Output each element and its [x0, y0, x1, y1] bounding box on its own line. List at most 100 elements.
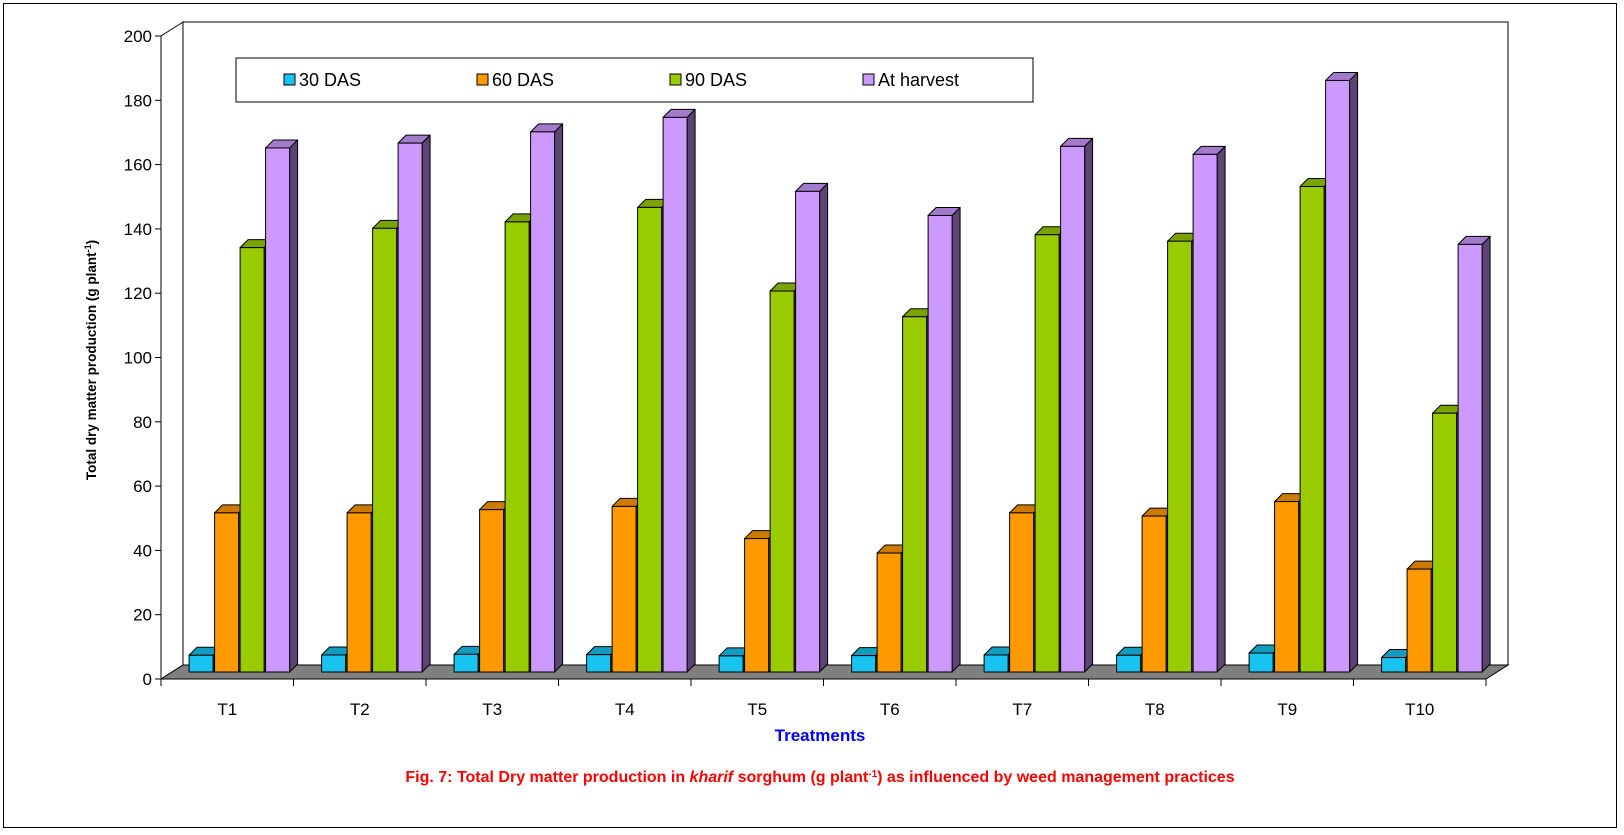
bar-front — [265, 147, 291, 673]
bar-front — [321, 654, 347, 673]
bar-front — [586, 654, 612, 673]
bar-side — [686, 108, 696, 673]
bar-front — [744, 538, 770, 673]
bar-front — [1299, 186, 1325, 673]
bar-front — [1141, 515, 1167, 673]
y-axis-title-end: ) — [84, 240, 99, 245]
legend-item: At harvest — [862, 70, 959, 90]
bar-front — [1192, 153, 1218, 673]
bar-front — [346, 512, 372, 673]
x-tick-label: T8 — [1145, 700, 1165, 719]
bar-front — [1325, 79, 1351, 673]
bar-T8-at-harvest — [1192, 145, 1226, 673]
y-axis-title: Total dry matter production (g plant-1) — [83, 240, 99, 480]
y-tick-label: 140 — [124, 220, 152, 239]
chart-frame: 0 20 40 60 80 100 120 140 160 180 200 T1 T2 T3 T4 T5 T6… — [3, 3, 1617, 828]
legend-label: At harvest — [878, 70, 959, 90]
bar-front — [1406, 568, 1432, 673]
x-tick-label: T1 — [217, 700, 237, 719]
x-tick-label: T7 — [1012, 700, 1032, 719]
bar-side — [289, 139, 299, 673]
y-tick-label: 160 — [124, 156, 152, 175]
bar-front — [637, 206, 663, 673]
x-tick-label: T5 — [747, 700, 767, 719]
bar-side — [421, 134, 431, 673]
chart: 0 20 40 60 80 100 120 140 160 180 200 T1 T2 T3 T4 T5 T6… — [83, 21, 1510, 787]
bar-front — [1009, 512, 1035, 673]
legend-item: 30 DAS — [283, 70, 361, 90]
bar-side — [1481, 235, 1491, 673]
bar-front — [397, 142, 423, 673]
y-tick-label: 200 — [124, 27, 152, 46]
bar-front — [851, 655, 877, 673]
legend-item: 90 DAS — [669, 70, 747, 90]
x-tick-label: T4 — [615, 700, 635, 719]
legend-swatch — [669, 73, 682, 86]
bar-front — [718, 655, 744, 673]
bar-side — [819, 182, 829, 673]
bar-T1-at-harvest — [265, 139, 299, 673]
bar-T1-30-das — [188, 646, 222, 673]
bar-T6-at-harvest — [927, 206, 961, 673]
bar-front — [1060, 145, 1086, 673]
x-axis: T1 T2 T3 T4 T5 T6 T7 T8 T9 T10 — [160, 678, 1487, 719]
bar-front — [902, 316, 928, 673]
y-tick-label: 180 — [124, 91, 152, 110]
y-tick-label: 120 — [124, 284, 152, 303]
x-tick-label: T10 — [1405, 700, 1434, 719]
bar-side — [1216, 145, 1226, 673]
legend-label: 90 DAS — [685, 70, 747, 90]
x-tick-label: T6 — [880, 700, 900, 719]
caption-part1: Fig. 7: Total Dry matter production in — [405, 769, 689, 786]
y-tick-label: 40 — [133, 541, 152, 560]
bar-T9-at-harvest — [1325, 71, 1359, 673]
legend-label: 60 DAS — [492, 70, 554, 90]
bar-front — [1274, 501, 1300, 673]
bar-front — [504, 221, 530, 673]
bar-front — [927, 214, 953, 673]
y-tick-label: 0 — [143, 670, 152, 689]
bar-T4-at-harvest — [662, 108, 696, 673]
y-tick-label: 100 — [124, 349, 152, 368]
y-tick-label: 20 — [133, 606, 152, 625]
bar-front — [1432, 412, 1458, 673]
bar-front — [530, 131, 556, 673]
bar-front — [479, 509, 505, 673]
bar-front — [662, 116, 688, 673]
bar-front — [769, 290, 795, 673]
bar-front — [983, 654, 1009, 673]
bar-front — [1034, 234, 1060, 673]
bar-front — [239, 247, 265, 673]
x-tick-label: T3 — [482, 700, 502, 719]
bar-front — [795, 190, 821, 673]
y-tick-label: 60 — [133, 477, 152, 496]
y-axis: 0 20 40 60 80 100 120 140 160 180 200 — [124, 27, 162, 689]
bar-T5-at-harvest — [795, 182, 829, 673]
bar-front — [876, 552, 902, 673]
bar-front — [372, 227, 398, 673]
y-axis-title-main: Total dry matter production (g plant — [84, 252, 99, 480]
figure-caption: Fig. 7: Total Dry matter production in k… — [405, 769, 1234, 787]
x-tick-label: T2 — [350, 700, 370, 719]
bar-side — [951, 206, 961, 673]
bar-front — [611, 505, 637, 673]
legend-box — [235, 57, 1034, 103]
legend-item: 60 DAS — [476, 70, 554, 90]
bar-front — [1381, 657, 1407, 673]
legend-swatch — [862, 73, 875, 86]
caption-part3: ) as influenced by weed management pract… — [877, 769, 1235, 786]
bars — [188, 71, 1491, 673]
bar-front — [453, 653, 479, 673]
x-tick-label: T9 — [1277, 700, 1297, 719]
caption-part2: sorghum (g plant — [733, 769, 869, 786]
bar-front — [188, 654, 214, 673]
y-tick-label: 80 — [133, 413, 152, 432]
legend: 30 DAS 60 DAS 90 DAS At harvest — [235, 57, 1034, 103]
bar-T3-at-harvest — [530, 123, 564, 673]
caption-sup: -1 — [868, 769, 877, 780]
bar-side — [1349, 71, 1359, 673]
bar-T2-at-harvest — [397, 134, 431, 673]
legend-swatch — [283, 73, 296, 86]
caption-italic: kharif — [690, 769, 735, 786]
bar-T7-at-harvest — [1060, 137, 1094, 673]
